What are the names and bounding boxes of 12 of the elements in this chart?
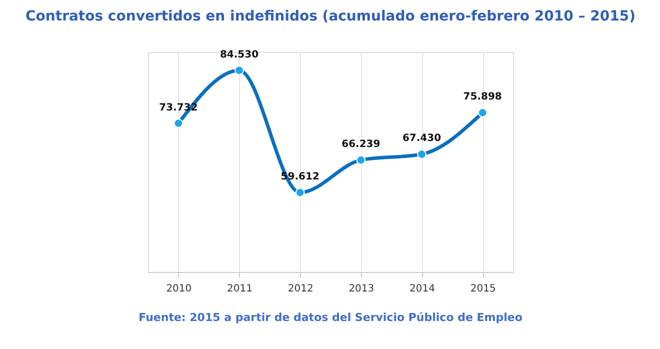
x-tick-label: 2013 [348,284,374,294]
x-tick-label: 2011 [227,284,252,294]
x-tick-label: 2015 [470,284,496,294]
source-note: Fuente: 2015 a partir de datos del Servicio Público de Empleo [138,311,523,324]
x-tick-label: 2010 [166,284,192,294]
data-label: 67.430 [402,133,442,144]
data-label: 66.239 [342,139,380,150]
chart-title: Contratos convertidos en indefinidos (acumulado enero-febrero 2010 – 2015) [26,8,636,24]
data-label: 75.898 [463,92,502,103]
x-tick-label: 2012 [288,284,314,294]
x-tick-label: 2014 [410,284,435,294]
data-label: 84.530 [220,49,259,60]
